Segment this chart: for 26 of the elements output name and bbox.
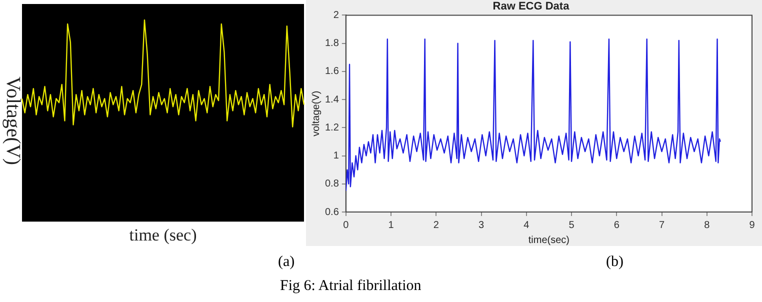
- y-tick-label: 1.4: [324, 94, 340, 106]
- caption: Fig 6: Atrial fibrillation: [280, 278, 422, 295]
- y-tick-label: 1.6: [324, 66, 340, 78]
- y-axis-title: Voltage(V): [2, 76, 24, 166]
- x-axis-title: time (sec): [129, 225, 197, 244]
- y-tick-label: 1: [333, 150, 340, 162]
- y-tick-label: 1.2: [324, 122, 340, 134]
- x-tick-label: 0: [343, 220, 350, 231]
- x-tick-label: 4: [524, 220, 530, 231]
- x-tick-label: 1: [388, 220, 394, 231]
- x-tick-label: 6: [614, 220, 620, 231]
- y-tick-label: 2: [333, 10, 340, 21]
- y-axis-title: voltage(V): [310, 90, 322, 136]
- y-tick-label: 0.8: [324, 178, 340, 190]
- text: (a): [278, 254, 295, 271]
- x-tick-label: 3: [478, 220, 484, 231]
- x-tick-label: 8: [704, 220, 710, 231]
- x-tick-label: 2: [433, 220, 440, 231]
- x-tick-label: 5: [568, 220, 575, 231]
- y-tick-label: 0.6: [324, 206, 340, 218]
- chart-title: Raw ECG Data: [492, 0, 570, 13]
- x-tick-label: 9: [749, 220, 756, 231]
- x-tick-label: 7: [658, 220, 665, 231]
- x-axis-title: time(sec): [528, 234, 570, 246]
- text: (b): [606, 254, 624, 271]
- y-tick-label: 1.8: [324, 38, 340, 50]
